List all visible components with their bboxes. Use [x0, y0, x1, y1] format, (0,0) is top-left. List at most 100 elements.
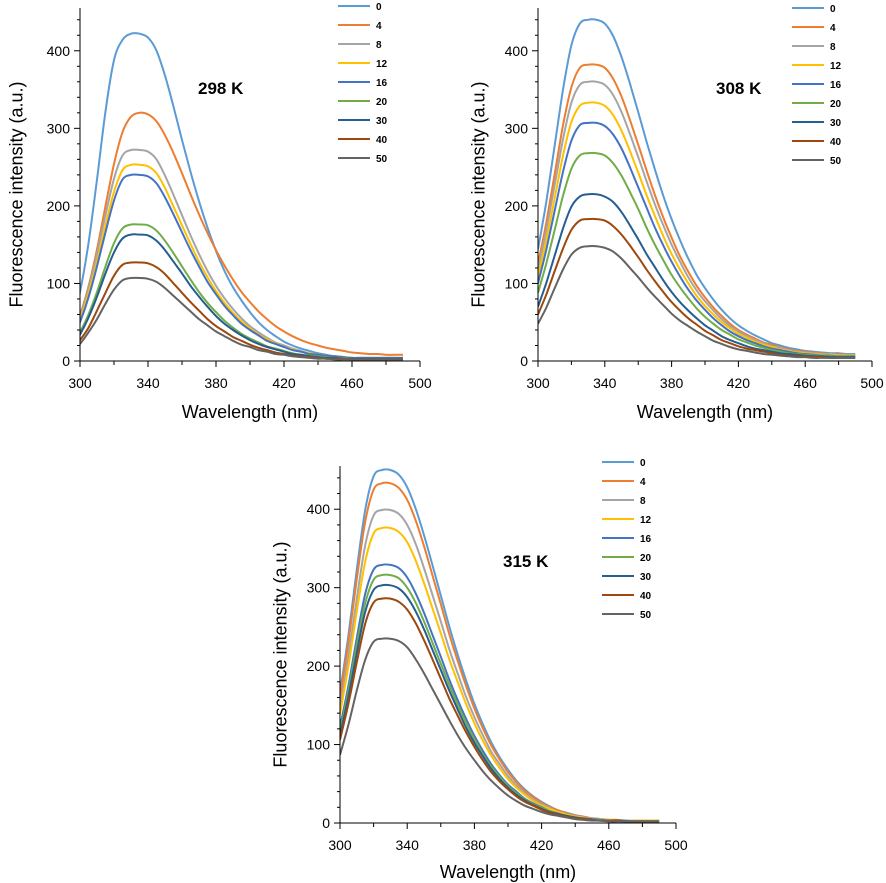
legend-item: 4	[338, 21, 382, 32]
series-line-12	[80, 163, 403, 359]
x-tick-label: 340	[396, 837, 420, 853]
x-tick-label: 340	[593, 375, 617, 391]
y-axis-label: Fluorescence intensity (a.u.)	[6, 81, 26, 307]
series-line-40	[80, 261, 403, 361]
tick-labels: 300 340 380 420 460 500 0 100 200 300 400	[47, 43, 432, 391]
series-line-4	[80, 111, 403, 356]
y-tick-label: 400	[505, 43, 529, 59]
legend-label: 12	[830, 61, 842, 72]
x-tick-label: 300	[328, 837, 352, 853]
legend-item: 8	[338, 40, 382, 51]
legend-item: 4	[602, 477, 646, 488]
temperature-label: 308 K	[716, 79, 762, 98]
y-tick-label: 300	[47, 120, 71, 136]
x-tick-label: 380	[204, 375, 228, 391]
legend-item: 20	[792, 99, 842, 110]
legend-item: 30	[792, 118, 842, 129]
x-tick-label: 460	[597, 837, 621, 853]
x-tick-label: 420	[530, 837, 554, 853]
series-line-40	[538, 217, 856, 359]
x-tick-label: 500	[860, 375, 884, 391]
x-axis-label: Wavelength (nm)	[637, 402, 773, 422]
legend-item: 0	[338, 2, 382, 13]
series-line-50	[340, 637, 660, 823]
legend-item: 50	[338, 154, 388, 165]
legend-label: 20	[640, 553, 652, 564]
legend-item: 50	[602, 610, 652, 621]
y-tick-label: 0	[520, 353, 528, 369]
legend-item: 40	[792, 137, 842, 148]
legend-item: 30	[338, 116, 388, 127]
legend-label: 0	[376, 2, 382, 13]
y-tick-label: 0	[322, 815, 330, 831]
y-tick-label: 0	[62, 353, 70, 369]
series-lines	[340, 468, 660, 823]
series-line-16	[340, 563, 660, 823]
axes	[532, 8, 873, 367]
legend-label: 16	[376, 78, 388, 89]
x-tick-label: 420	[272, 375, 296, 391]
legend: 0 4 8 12 16 20 30 40 50	[792, 4, 842, 167]
legend: 0 4 8 12 16 20 30 40 50	[602, 458, 652, 621]
legend-label: 50	[376, 154, 388, 165]
legend-label: 50	[640, 610, 652, 621]
legend-item: 12	[338, 59, 388, 70]
y-axis-label: Fluorescence intensity (a.u.)	[468, 81, 488, 307]
tick-labels: 300 340 380 420 460 500 0 100 200 300 400	[307, 501, 688, 853]
series-line-16	[538, 121, 856, 358]
x-tick-label: 460	[340, 375, 364, 391]
legend-item: 16	[602, 534, 652, 545]
x-tick-label: 500	[664, 837, 688, 853]
legend-label: 12	[640, 515, 652, 526]
legend-item: 30	[602, 572, 652, 583]
y-tick-label: 100	[307, 737, 331, 753]
y-axis-label: Fluorescence intensity (a.u.)	[270, 541, 290, 767]
legend-label: 30	[376, 116, 388, 127]
y-tick-label: 400	[47, 43, 71, 59]
legend-label: 8	[376, 40, 382, 51]
y-tick-label: 100	[47, 275, 71, 291]
series-line-50	[80, 276, 403, 361]
y-tick-label: 300	[505, 120, 529, 136]
temperature-label: 315 K	[503, 552, 549, 571]
legend-label: 4	[830, 23, 836, 34]
y-tick-label: 200	[307, 658, 331, 674]
series-line-50	[538, 245, 856, 359]
series-line-30	[340, 583, 660, 823]
series-lines	[80, 32, 403, 361]
x-tick-label: 420	[727, 375, 751, 391]
legend-label: 40	[830, 137, 842, 148]
y-tick-label: 300	[307, 580, 331, 596]
legend-item: 0	[792, 4, 836, 15]
legend-item: 0	[602, 458, 646, 469]
temperature-label: 298 K	[198, 79, 244, 98]
legend-label: 50	[830, 156, 842, 167]
legend-item: 12	[792, 61, 842, 72]
x-tick-label: 500	[408, 375, 432, 391]
series-line-30	[80, 233, 403, 360]
legend-label: 30	[830, 118, 842, 129]
x-tick-label: 300	[68, 375, 92, 391]
y-tick-label: 400	[307, 501, 331, 517]
y-tick-label: 200	[505, 198, 529, 214]
legend-item: 12	[602, 515, 652, 526]
x-tick-label: 380	[660, 375, 684, 391]
legend-label: 20	[830, 99, 842, 110]
legend-item: 20	[338, 97, 388, 108]
axes	[74, 8, 421, 367]
legend-label: 40	[376, 135, 388, 146]
series-line-4	[538, 63, 856, 356]
y-tick-label: 200	[47, 198, 71, 214]
legend-label: 30	[640, 572, 652, 583]
legend-item: 8	[602, 496, 646, 507]
legend-label: 12	[376, 59, 388, 70]
legend-item: 40	[602, 591, 652, 602]
legend-label: 16	[640, 534, 652, 545]
x-tick-label: 460	[794, 375, 818, 391]
legend-item: 4	[792, 23, 836, 34]
legend-label: 4	[640, 477, 646, 488]
